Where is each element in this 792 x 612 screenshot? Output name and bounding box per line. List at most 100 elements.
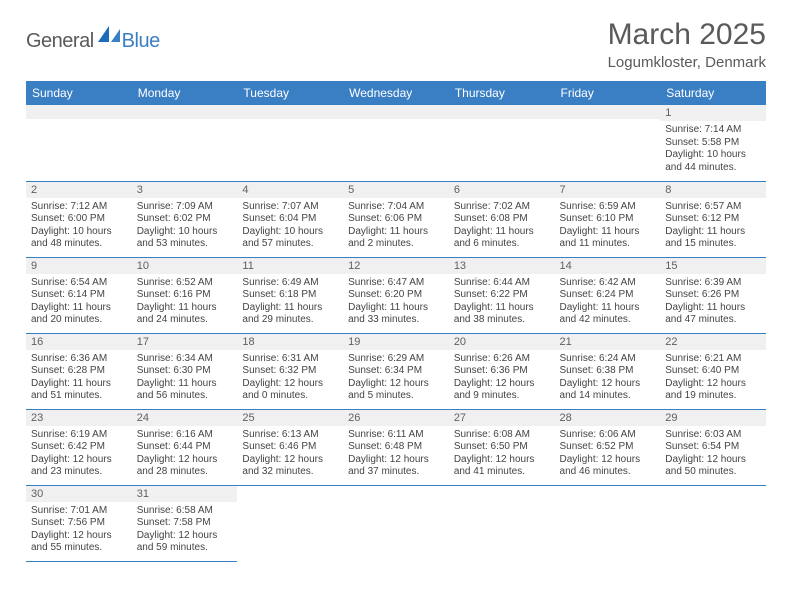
day-number: 9 [26,258,132,274]
day-number: 25 [237,410,343,426]
day-header: Sunday [26,81,132,105]
day-number: 1 [660,105,766,121]
day-details: Sunrise: 6:11 AMSunset: 6:48 PMDaylight:… [343,426,449,483]
day-number: 26 [343,410,449,426]
calendar-cell: 2Sunrise: 7:12 AMSunset: 6:00 PMDaylight… [26,181,132,257]
calendar-cell: 15Sunrise: 6:39 AMSunset: 6:26 PMDayligh… [660,257,766,333]
day-number: 19 [343,334,449,350]
day-details: Sunrise: 6:52 AMSunset: 6:16 PMDaylight:… [132,274,238,331]
calendar-cell: 5Sunrise: 7:04 AMSunset: 6:06 PMDaylight… [343,181,449,257]
calendar-row: 16Sunrise: 6:36 AMSunset: 6:28 PMDayligh… [26,333,766,409]
day-number: 23 [26,410,132,426]
day-details: Sunrise: 6:34 AMSunset: 6:30 PMDaylight:… [132,350,238,407]
logo-text-general: General [26,30,94,53]
calendar-cell: 23Sunrise: 6:19 AMSunset: 6:42 PMDayligh… [26,409,132,485]
day-details: Sunrise: 6:06 AMSunset: 6:52 PMDaylight:… [555,426,661,483]
calendar-cell-empty [449,105,555,181]
empty-daynum-bar [132,105,238,119]
logo-sail-icon [98,26,120,47]
day-number: 5 [343,182,449,198]
calendar-cell: 3Sunrise: 7:09 AMSunset: 6:02 PMDaylight… [132,181,238,257]
calendar-cell: 4Sunrise: 7:07 AMSunset: 6:04 PMDaylight… [237,181,343,257]
day-number: 6 [449,182,555,198]
day-details: Sunrise: 6:58 AMSunset: 7:58 PMDaylight:… [132,502,238,559]
calendar-cell: 10Sunrise: 6:52 AMSunset: 6:16 PMDayligh… [132,257,238,333]
day-number: 15 [660,258,766,274]
day-header: Saturday [660,81,766,105]
calendar-table: SundayMondayTuesdayWednesdayThursdayFrid… [26,81,766,562]
day-number: 14 [555,258,661,274]
logo: General Blue [26,26,160,57]
empty-daynum-bar [555,105,661,119]
calendar-cell: 1Sunrise: 7:14 AMSunset: 5:58 PMDaylight… [660,105,766,181]
day-details: Sunrise: 7:12 AMSunset: 6:00 PMDaylight:… [26,198,132,255]
day-number: 17 [132,334,238,350]
day-details: Sunrise: 6:24 AMSunset: 6:38 PMDaylight:… [555,350,661,407]
day-header: Monday [132,81,238,105]
day-number: 16 [26,334,132,350]
calendar-cell-empty [237,485,343,561]
day-number: 20 [449,334,555,350]
month-title: March 2025 [608,18,766,52]
calendar-row: 2Sunrise: 7:12 AMSunset: 6:00 PMDaylight… [26,181,766,257]
day-details: Sunrise: 6:49 AMSunset: 6:18 PMDaylight:… [237,274,343,331]
calendar-cell-empty [660,485,766,561]
day-details: Sunrise: 6:54 AMSunset: 6:14 PMDaylight:… [26,274,132,331]
day-header: Friday [555,81,661,105]
empty-daynum-bar [237,105,343,119]
day-number: 11 [237,258,343,274]
day-details: Sunrise: 7:09 AMSunset: 6:02 PMDaylight:… [132,198,238,255]
day-number: 24 [132,410,238,426]
location: Logumkloster, Denmark [608,54,766,71]
calendar-cell: 26Sunrise: 6:11 AMSunset: 6:48 PMDayligh… [343,409,449,485]
calendar-cell: 6Sunrise: 7:02 AMSunset: 6:08 PMDaylight… [449,181,555,257]
calendar-cell-empty [343,105,449,181]
calendar-cell: 24Sunrise: 6:16 AMSunset: 6:44 PMDayligh… [132,409,238,485]
day-number: 27 [449,410,555,426]
day-details: Sunrise: 6:36 AMSunset: 6:28 PMDaylight:… [26,350,132,407]
day-number: 2 [26,182,132,198]
calendar-cell: 29Sunrise: 6:03 AMSunset: 6:54 PMDayligh… [660,409,766,485]
logo-text-blue: Blue [122,30,160,53]
day-details: Sunrise: 6:57 AMSunset: 6:12 PMDaylight:… [660,198,766,255]
day-details: Sunrise: 7:04 AMSunset: 6:06 PMDaylight:… [343,198,449,255]
calendar-cell: 30Sunrise: 7:01 AMSunset: 7:56 PMDayligh… [26,485,132,561]
day-details: Sunrise: 6:03 AMSunset: 6:54 PMDaylight:… [660,426,766,483]
day-number: 29 [660,410,766,426]
day-details: Sunrise: 6:08 AMSunset: 6:50 PMDaylight:… [449,426,555,483]
calendar-cell: 20Sunrise: 6:26 AMSunset: 6:36 PMDayligh… [449,333,555,409]
day-details: Sunrise: 6:31 AMSunset: 6:32 PMDaylight:… [237,350,343,407]
empty-daynum-bar [26,105,132,119]
calendar-row: 30Sunrise: 7:01 AMSunset: 7:56 PMDayligh… [26,485,766,561]
day-details: Sunrise: 6:47 AMSunset: 6:20 PMDaylight:… [343,274,449,331]
day-details: Sunrise: 6:44 AMSunset: 6:22 PMDaylight:… [449,274,555,331]
day-details: Sunrise: 6:16 AMSunset: 6:44 PMDaylight:… [132,426,238,483]
day-number: 28 [555,410,661,426]
day-details: Sunrise: 7:07 AMSunset: 6:04 PMDaylight:… [237,198,343,255]
day-header: Wednesday [343,81,449,105]
day-number: 10 [132,258,238,274]
day-number: 4 [237,182,343,198]
calendar-row: 9Sunrise: 6:54 AMSunset: 6:14 PMDaylight… [26,257,766,333]
day-details: Sunrise: 6:19 AMSunset: 6:42 PMDaylight:… [26,426,132,483]
calendar-cell: 11Sunrise: 6:49 AMSunset: 6:18 PMDayligh… [237,257,343,333]
day-number: 3 [132,182,238,198]
calendar-cell: 8Sunrise: 6:57 AMSunset: 6:12 PMDaylight… [660,181,766,257]
day-details: Sunrise: 7:02 AMSunset: 6:08 PMDaylight:… [449,198,555,255]
day-details: Sunrise: 7:01 AMSunset: 7:56 PMDaylight:… [26,502,132,559]
day-details: Sunrise: 6:26 AMSunset: 6:36 PMDaylight:… [449,350,555,407]
day-number: 8 [660,182,766,198]
calendar-cell-empty [449,485,555,561]
empty-daynum-bar [449,105,555,119]
calendar-row: 1Sunrise: 7:14 AMSunset: 5:58 PMDaylight… [26,105,766,181]
calendar-cell: 18Sunrise: 6:31 AMSunset: 6:32 PMDayligh… [237,333,343,409]
day-number: 7 [555,182,661,198]
calendar-cell: 12Sunrise: 6:47 AMSunset: 6:20 PMDayligh… [343,257,449,333]
calendar-cell: 28Sunrise: 6:06 AMSunset: 6:52 PMDayligh… [555,409,661,485]
day-header: Tuesday [237,81,343,105]
calendar-cell: 27Sunrise: 6:08 AMSunset: 6:50 PMDayligh… [449,409,555,485]
calendar-cell: 31Sunrise: 6:58 AMSunset: 7:58 PMDayligh… [132,485,238,561]
day-number: 21 [555,334,661,350]
calendar-cell-empty [343,485,449,561]
calendar-cell: 25Sunrise: 6:13 AMSunset: 6:46 PMDayligh… [237,409,343,485]
